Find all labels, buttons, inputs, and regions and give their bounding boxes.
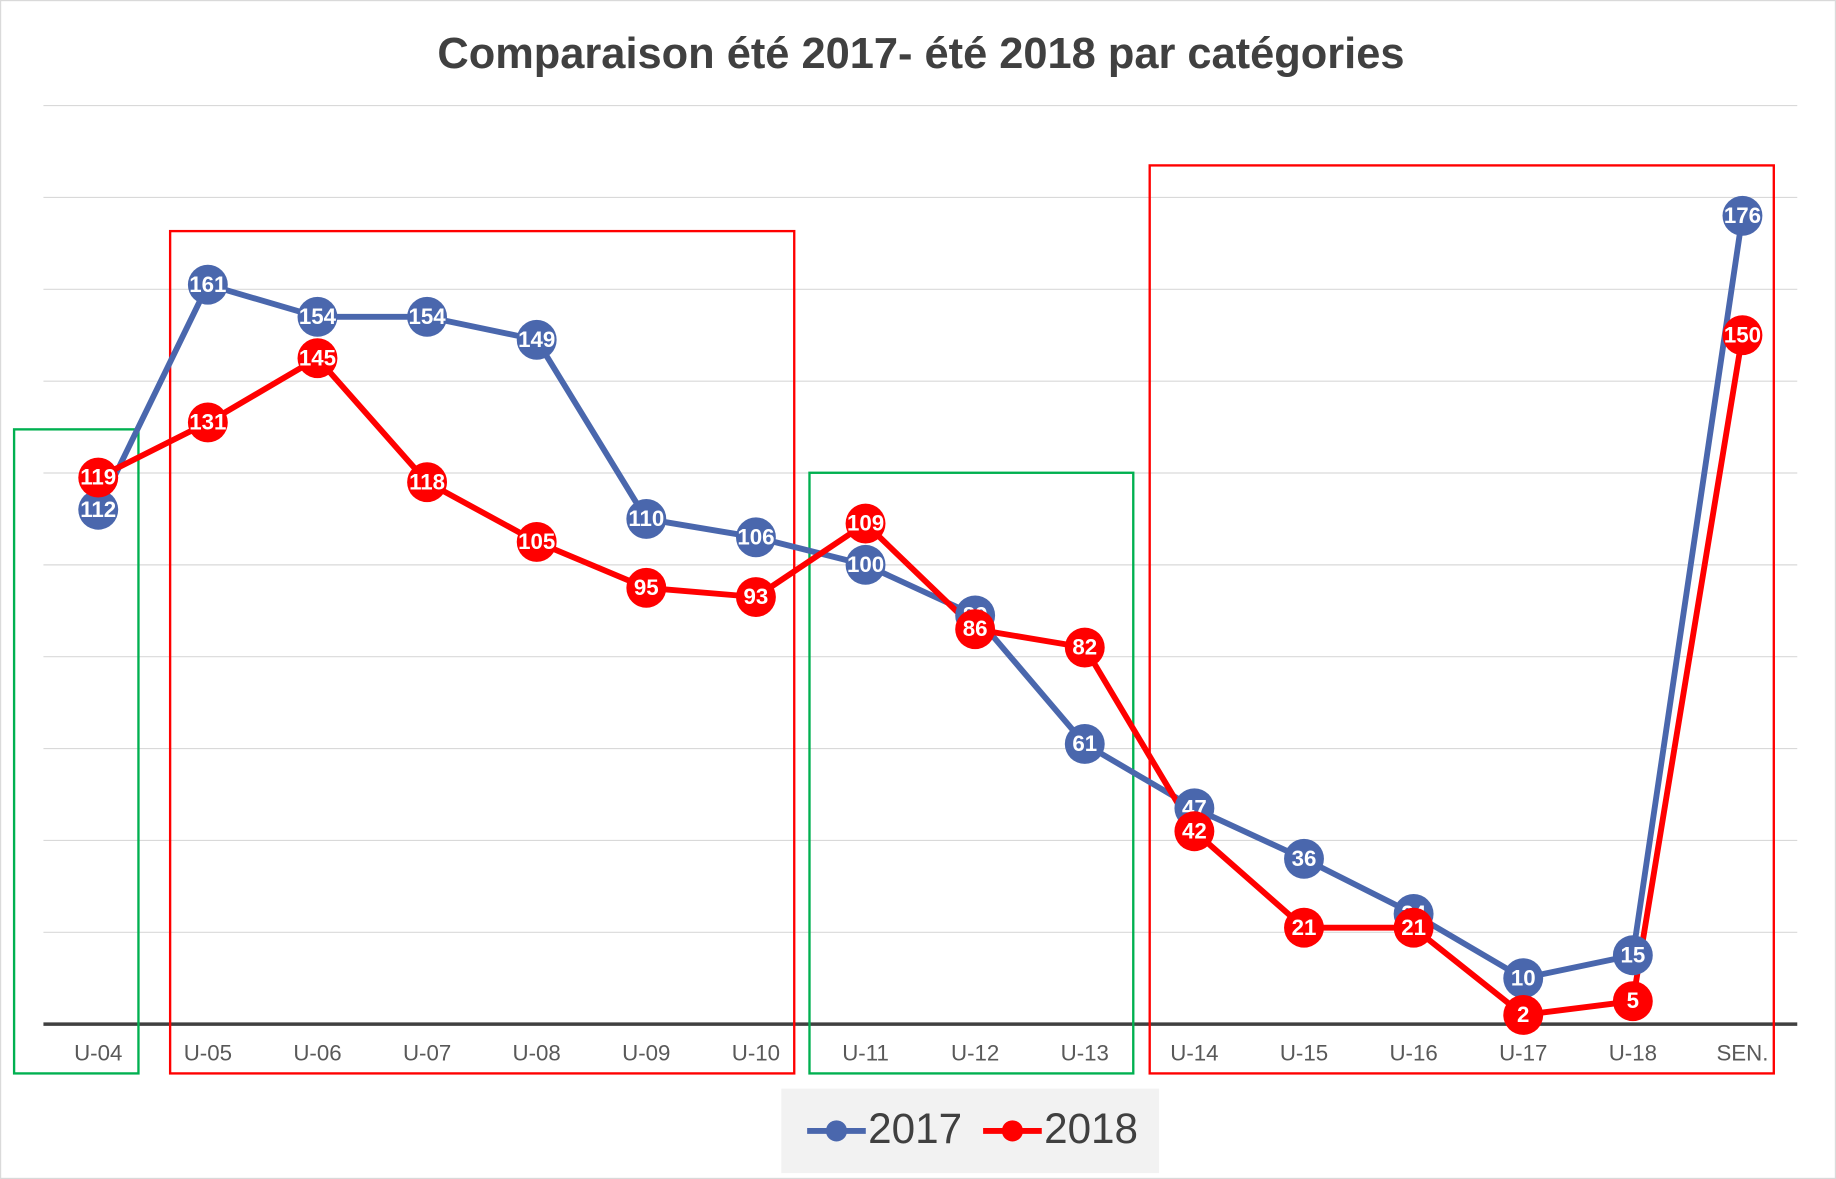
data-point xyxy=(78,457,119,498)
data-point xyxy=(1503,995,1544,1035)
x-tick-label: U-14 xyxy=(1170,1041,1218,1066)
highlight-box xyxy=(12,428,140,1075)
data-point xyxy=(1612,935,1653,976)
data-label: 112 xyxy=(80,497,116,522)
data-point xyxy=(516,319,557,360)
data-point xyxy=(516,521,557,562)
data-label: 21 xyxy=(1401,915,1426,940)
legend-marker xyxy=(825,1120,848,1142)
highlight-box xyxy=(1148,164,1775,1075)
legend-marker xyxy=(1001,1120,1023,1142)
data-point xyxy=(1284,838,1324,879)
series-line xyxy=(96,334,1746,1018)
data-label: 154 xyxy=(299,304,337,329)
data-label: 110 xyxy=(628,506,664,531)
data-label: 93 xyxy=(744,584,769,609)
data-point xyxy=(407,296,448,337)
data-label: 105 xyxy=(518,529,555,554)
chart-title: Comparaison été 2017- été 2018 par catég… xyxy=(437,30,1404,78)
x-tick-label: U-05 xyxy=(184,1041,232,1066)
data-label: 10 xyxy=(1511,965,1536,990)
x-tick-label: U-18 xyxy=(1609,1041,1657,1066)
data-label: 149 xyxy=(518,327,555,352)
data-point xyxy=(1503,958,1544,999)
data-point xyxy=(626,498,667,539)
legend-label: 2018 xyxy=(1044,1105,1138,1152)
data-label: 131 xyxy=(189,410,226,435)
highlight-box xyxy=(168,229,796,1075)
data-point xyxy=(626,567,667,608)
data-point xyxy=(845,503,886,544)
legend-label: 2017 xyxy=(868,1105,962,1152)
grid xyxy=(43,104,1798,1026)
data-label: 82 xyxy=(1072,635,1097,660)
data-point xyxy=(297,338,338,379)
x-tick-label: U-09 xyxy=(622,1041,670,1066)
data-label: 21 xyxy=(1292,915,1317,940)
x-tick-label: U-04 xyxy=(74,1041,122,1066)
data-point xyxy=(1722,195,1763,236)
data-label: 42 xyxy=(1182,818,1207,843)
x-tick-label: U-11 xyxy=(842,1041,889,1066)
data-label: 161 xyxy=(189,272,226,297)
data-label: 176 xyxy=(1724,203,1761,228)
data-point xyxy=(187,402,228,443)
data-point xyxy=(1284,907,1324,948)
data-label: 5 xyxy=(1627,988,1639,1013)
x-tick-label: U-10 xyxy=(732,1041,780,1066)
x-tick-label: U-13 xyxy=(1061,1041,1109,1066)
data-point xyxy=(1174,811,1215,852)
x-tick-label: U-17 xyxy=(1499,1041,1547,1066)
x-tick-label: U-08 xyxy=(513,1041,561,1066)
data-point xyxy=(955,609,996,650)
data-point xyxy=(187,264,228,305)
x-tick-label: U-07 xyxy=(403,1041,451,1066)
x-tick-label: U-12 xyxy=(951,1041,999,1066)
data-label: 2 xyxy=(1517,1002,1529,1027)
x-tick-label: U-16 xyxy=(1389,1041,1437,1066)
data-label: 145 xyxy=(299,345,336,370)
data-point xyxy=(1612,981,1653,1022)
data-label: 86 xyxy=(963,616,988,641)
x-tick-label: SEN. xyxy=(1716,1041,1768,1066)
data-point xyxy=(1064,627,1105,668)
data-point xyxy=(407,462,448,503)
data-point xyxy=(1393,907,1434,948)
data-point xyxy=(845,544,886,585)
data-label: 154 xyxy=(409,304,447,329)
data-point xyxy=(78,489,119,530)
data-label: 100 xyxy=(847,552,884,577)
data-label: 119 xyxy=(80,465,116,490)
x-tick-label: U-15 xyxy=(1280,1041,1328,1066)
data-label: 61 xyxy=(1072,731,1097,756)
data-point xyxy=(735,577,776,617)
data-label: 106 xyxy=(737,524,774,549)
series-line xyxy=(95,215,1746,982)
data-point xyxy=(1722,315,1763,356)
data-label: 118 xyxy=(409,469,445,494)
data-label: 15 xyxy=(1620,942,1645,967)
data-point xyxy=(297,296,338,337)
data-point xyxy=(1064,724,1105,764)
annotation-boxes xyxy=(12,164,1775,1075)
data-label: 95 xyxy=(634,575,659,600)
data-label: 150 xyxy=(1724,322,1761,347)
data-label: 109 xyxy=(847,511,884,536)
data-label: 36 xyxy=(1292,846,1317,871)
data-point xyxy=(735,517,776,558)
x-tick-label: U-06 xyxy=(293,1041,341,1066)
